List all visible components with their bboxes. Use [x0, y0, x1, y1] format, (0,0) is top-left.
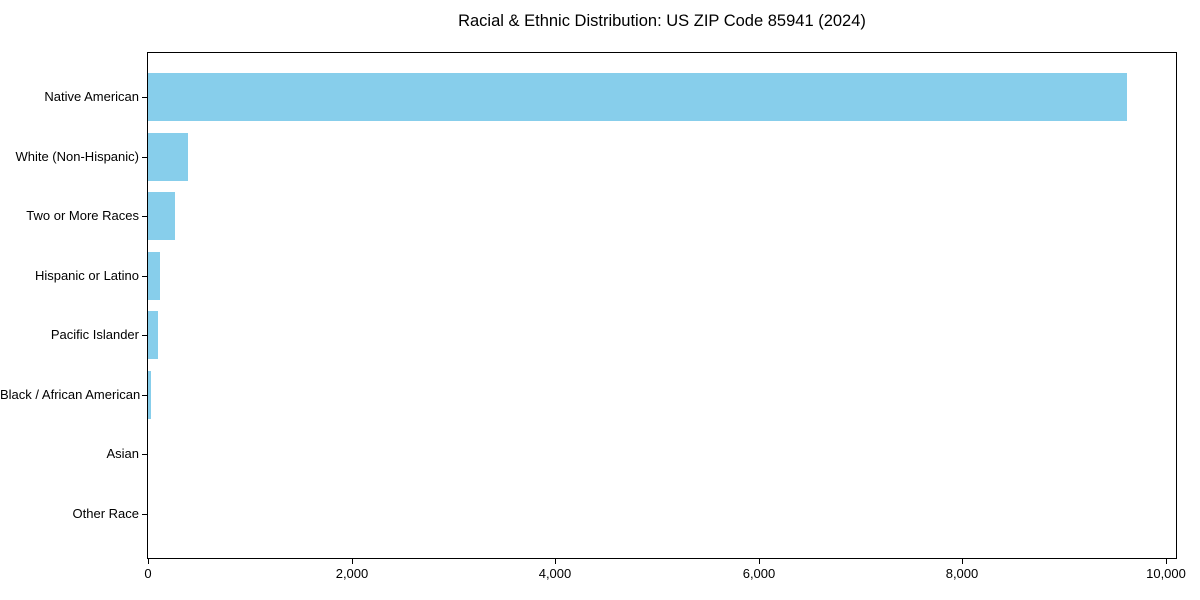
y-label-black-african-american: Black / African American [0, 387, 141, 402]
y-label-white-non-hispanic: White (Non-Hispanic) [15, 149, 139, 164]
bar-white-non-hispanic [148, 132, 188, 181]
x-tick-label-8-000: 8,000 [945, 566, 979, 581]
x-tick-mark [962, 559, 963, 564]
bar-pacific-islander [148, 311, 158, 360]
y-tick-mark [142, 514, 147, 515]
x-tick-label-2-000: 2,000 [335, 566, 369, 581]
y-label-hispanic-or-latino: Hispanic or Latino [34, 268, 139, 283]
x-tick-mark [555, 559, 556, 564]
bar-native-american [148, 73, 1127, 121]
plot-area [147, 52, 1177, 559]
x-tick-label-10-000: 10,000 [1146, 566, 1186, 581]
y-label-other-race: Other Race [72, 506, 139, 521]
y-tick-mark [142, 395, 147, 396]
y-tick-mark [142, 216, 147, 217]
y-label-native-american: Native American [44, 89, 139, 104]
x-tick-mark [352, 559, 353, 564]
y-label-two-or-more-races: Two or More Races [26, 208, 139, 223]
x-tick-mark [148, 559, 149, 564]
y-tick-mark [142, 157, 147, 158]
y-tick-mark [142, 335, 147, 336]
y-tick-mark [142, 276, 147, 277]
y-tick-mark [142, 454, 147, 455]
x-tick-label-4-000: 4,000 [538, 566, 572, 581]
bar-hispanic-or-latino [148, 251, 160, 300]
x-tick-label-0: 0 [144, 566, 152, 581]
y-label-pacific-islander: Pacific Islander [50, 327, 139, 342]
x-tick-mark [1166, 559, 1167, 564]
bar-black-african-american [148, 370, 151, 419]
y-label-asian: Asian [106, 446, 139, 461]
y-tick-mark [142, 97, 147, 98]
x-tick-label-6-000: 6,000 [742, 566, 776, 581]
x-tick-mark [759, 559, 760, 564]
bar-two-or-more-races [148, 192, 175, 241]
chart-title: Racial & Ethnic Distribution: US ZIP Cod… [458, 12, 866, 30]
